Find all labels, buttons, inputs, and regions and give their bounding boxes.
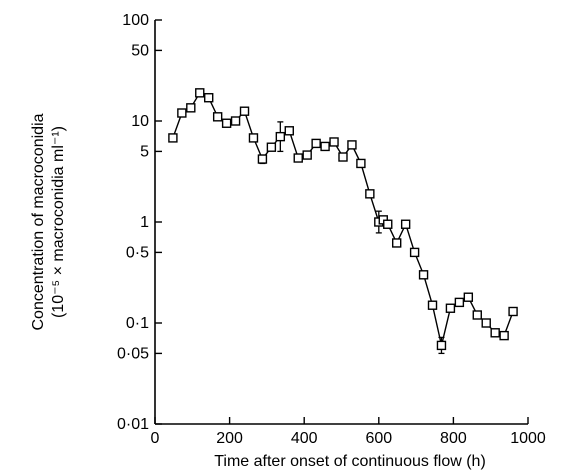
series-line: [172, 91, 514, 346]
data-point: [195, 88, 205, 98]
data-point: [275, 131, 286, 142]
data-point: [239, 106, 250, 116]
y-axis-title-line-2: (10⁻⁵ × macroconidia ml⁻¹): [50, 126, 67, 318]
x-tick-label: 400: [291, 430, 318, 447]
x-tick-label: 800: [440, 430, 467, 447]
x-tick-label: 600: [365, 430, 392, 447]
data-point: [454, 297, 465, 308]
y-tick-label: 0·1: [126, 315, 149, 332]
data-point: [221, 118, 232, 128]
data-point: [427, 300, 438, 310]
data-point: [284, 126, 294, 136]
data-point: [311, 138, 321, 149]
y-tick-label: 0·5: [126, 244, 149, 261]
y-ticks: 100 50 10 5 1 0·5 0·1 0·05 0·01: [117, 12, 162, 433]
data-point: [186, 103, 196, 113]
data-point: [508, 306, 518, 317]
data-point: [168, 133, 178, 143]
data-point: [499, 330, 509, 341]
x-tick-label: 0: [151, 430, 160, 447]
data-point: [248, 133, 259, 143]
x-tick-label: 1000: [510, 430, 546, 447]
y-tick-label: 1: [140, 214, 149, 231]
x-ticks: 0 200 400 600 800 1000: [151, 417, 546, 447]
data-point: [481, 318, 491, 328]
data-point: [347, 140, 357, 150]
data-point: [204, 93, 214, 103]
y-axis-title-line-1: Concentration of macroconidia: [30, 113, 47, 330]
data-point: [177, 108, 187, 118]
series: [168, 88, 518, 355]
data-point: [463, 292, 474, 302]
data-point: [490, 328, 500, 338]
data-point: [266, 142, 277, 152]
data-point: [230, 116, 241, 126]
data-point: [383, 219, 393, 229]
data-point: [302, 150, 312, 160]
y-tick-label: 0·01: [117, 416, 149, 433]
data-point: [409, 247, 420, 258]
data-point: [436, 340, 447, 351]
data-point: [418, 270, 429, 280]
data-point: [472, 310, 482, 320]
data-point: [356, 158, 366, 169]
data-point: [257, 154, 268, 164]
data-point: [365, 189, 375, 199]
data-point: [212, 112, 223, 122]
data-point: [400, 219, 411, 229]
y-tick-label: 50: [131, 42, 149, 59]
x-tick-label: 200: [216, 430, 243, 447]
data-point: [320, 141, 330, 152]
y-tick-label: 100: [122, 12, 149, 29]
x-axis-title: Time after onset of continuous flow (h): [214, 453, 486, 470]
axes: [154, 20, 528, 425]
y-tick-label: 10: [131, 113, 149, 130]
data-point: [293, 153, 303, 163]
data-point: [445, 303, 456, 313]
y-tick-label: 5: [140, 143, 149, 160]
y-axis-title: Concentration of macroconidia (10⁻⁵ × ma…: [30, 113, 67, 330]
data-point: [392, 238, 402, 248]
y-tick-label: 0·05: [117, 345, 149, 362]
data-point: [338, 152, 348, 162]
data-point: [329, 137, 339, 147]
